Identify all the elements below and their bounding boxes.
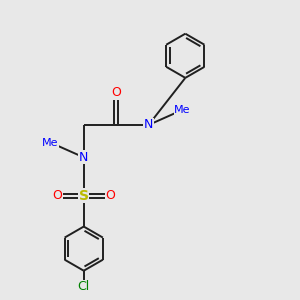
- Text: Me: Me: [174, 105, 190, 115]
- Text: N: N: [79, 151, 88, 164]
- Text: N: N: [144, 118, 153, 131]
- Text: Cl: Cl: [78, 280, 90, 293]
- Text: Me: Me: [42, 138, 58, 148]
- Text: O: O: [111, 86, 121, 99]
- Text: S: S: [79, 189, 89, 202]
- Text: O: O: [105, 189, 115, 202]
- Text: O: O: [52, 189, 62, 202]
